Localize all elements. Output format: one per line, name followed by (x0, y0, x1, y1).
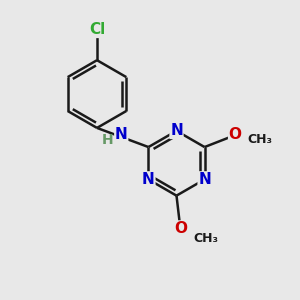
Text: N: N (198, 172, 211, 187)
Text: Cl: Cl (89, 22, 105, 38)
Text: N: N (170, 123, 183, 138)
Text: CH₃: CH₃ (248, 133, 273, 146)
Text: O: O (174, 221, 188, 236)
Text: N: N (142, 172, 155, 187)
Text: CH₃: CH₃ (194, 232, 219, 245)
Text: N: N (115, 127, 128, 142)
Text: H: H (102, 134, 113, 147)
Text: O: O (229, 127, 242, 142)
